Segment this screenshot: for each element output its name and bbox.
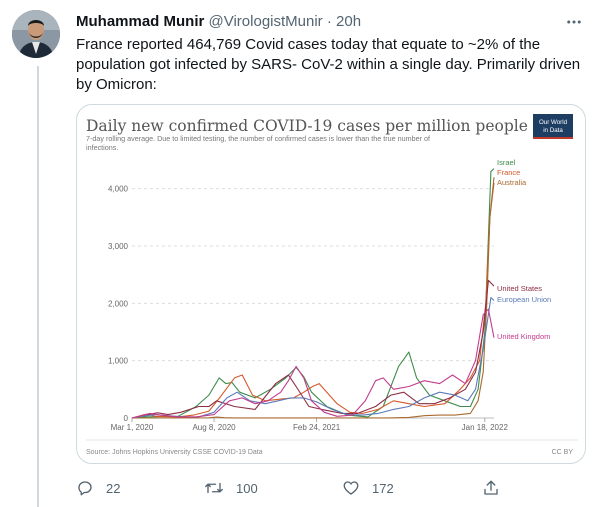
x-tick-label: Jan 18, 2022 bbox=[462, 423, 509, 432]
series-line-european-union bbox=[131, 297, 495, 419]
like-button[interactable]: 172 bbox=[342, 476, 394, 500]
owid-badge-underline bbox=[533, 137, 573, 139]
y-tick-label: 2,000 bbox=[108, 299, 129, 308]
retweet-icon bbox=[205, 482, 223, 494]
x-tick-label: Mar 1, 2020 bbox=[111, 423, 154, 432]
legend-label-israel: Israel bbox=[497, 158, 516, 167]
separator-dot: · bbox=[326, 13, 332, 30]
chart-license: CC BY bbox=[552, 449, 574, 456]
user-handle[interactable]: @VirologistMunir bbox=[208, 13, 323, 30]
x-axis-ticks: Mar 1, 2020 Aug 8, 2020 Feb 24, 2021 Jan 18… bbox=[111, 418, 509, 432]
covid-chart: Daily new confirmed COVID-19 cases per m… bbox=[86, 114, 578, 456]
y-tick-label: 4,000 bbox=[108, 185, 129, 194]
tweet-header: Muhammad Munir @VirologistMunir · 20h bbox=[76, 12, 361, 32]
avatar[interactable] bbox=[12, 10, 60, 58]
owid-badge bbox=[533, 114, 573, 139]
series-line-israel bbox=[131, 168, 495, 419]
display-name[interactable]: Muhammad Munir bbox=[76, 13, 205, 30]
chart-source: Source: Johns Hopkins University CSSE CO… bbox=[86, 449, 263, 456]
reply-count: 22 bbox=[106, 480, 121, 496]
owid-logo: Our World in Data bbox=[533, 114, 573, 139]
thread-line bbox=[37, 66, 39, 507]
series-line-australia bbox=[131, 177, 495, 419]
legend-label-european-union: European Union bbox=[497, 295, 551, 304]
legend-label-france: France bbox=[497, 168, 520, 177]
x-tick-label: Feb 24, 2021 bbox=[293, 423, 341, 432]
x-tick-label: Aug 8, 2020 bbox=[192, 423, 236, 432]
y-axis-ticks: 0 1,000 2,000 3,000 4,000 bbox=[108, 185, 129, 423]
like-icon bbox=[343, 481, 359, 495]
legend-label-united-kingdom: United Kingdom bbox=[497, 332, 550, 341]
chart-subtitle-line1: 7-day rolling average. Due to limited te… bbox=[86, 134, 430, 143]
timestamp[interactable]: 20h bbox=[336, 13, 362, 30]
chart-subtitle-line2: infections. bbox=[86, 143, 118, 152]
chart-image-card[interactable]: Daily new confirmed COVID-19 cases per m… bbox=[76, 104, 586, 464]
reply-button[interactable]: 22 bbox=[76, 476, 120, 500]
retweet-count: 100 bbox=[236, 480, 258, 496]
more-horizontal-icon bbox=[567, 20, 581, 24]
y-tick-label: 1,000 bbox=[108, 357, 129, 366]
legend-label-united-states: United States bbox=[497, 284, 542, 293]
share-icon bbox=[484, 480, 498, 495]
chart-series bbox=[131, 168, 495, 419]
tweet-text: France reported 464,769 Covid cases toda… bbox=[76, 36, 581, 93]
owid-badge-line1: Our World bbox=[539, 119, 568, 126]
reply-icon bbox=[78, 481, 92, 496]
series-line-united-kingdom bbox=[131, 308, 495, 419]
series-line-france bbox=[131, 182, 495, 419]
retweet-button[interactable]: 100 bbox=[204, 476, 258, 500]
y-tick-label: 3,000 bbox=[108, 242, 129, 251]
series-line-united-states bbox=[131, 279, 495, 419]
y-tick-label: 0 bbox=[124, 414, 129, 423]
like-count: 172 bbox=[372, 480, 394, 496]
share-button[interactable] bbox=[482, 476, 512, 500]
legend-label-australia: Australia bbox=[497, 178, 527, 187]
tweet-actions: 22 100 172 bbox=[76, 476, 586, 500]
avatar-image bbox=[12, 10, 60, 58]
chart-title: Daily new confirmed COVID-19 cases per m… bbox=[86, 117, 528, 135]
owid-badge-line2: in Data bbox=[543, 127, 563, 134]
more-button[interactable] bbox=[562, 10, 586, 34]
